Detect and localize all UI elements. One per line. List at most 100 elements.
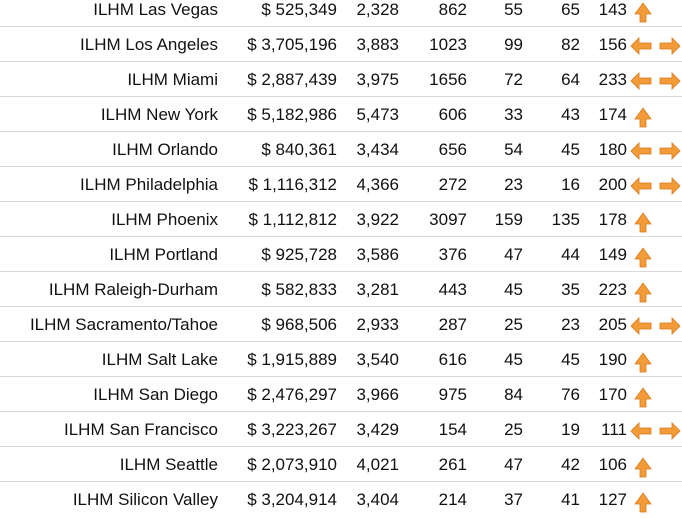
revenue-cell: $ 525,349 (261, 0, 337, 19)
metric-3-cell: 47 (504, 245, 523, 264)
metric-4-cell: 65 (561, 0, 580, 19)
market-name-cell: ILHM Las Vegas (93, 0, 218, 19)
metric-1-cell: 2,933 (356, 315, 399, 334)
market-name-cell: ILHM Los Angeles (80, 35, 218, 54)
metric-4-cell: 45 (561, 350, 580, 369)
table-row: ILHM San Francisco $ 3,223,267 3,429 154 25 1… (0, 412, 682, 447)
revenue-cell: $ 968,506 (261, 315, 337, 334)
metric-2-cell: 1656 (429, 70, 467, 89)
metric-4-cell: 45 (561, 140, 580, 159)
market-name-cell: ILHM Raleigh-Durham (48, 280, 218, 299)
table-row: ILHM Phoenix $ 1,112,812 3,922 3097 159 135 17… (0, 202, 682, 237)
metric-2-cell: 287 (438, 315, 467, 334)
metric-2-cell: 1023 (429, 35, 467, 54)
arrow-up-icon (629, 377, 682, 412)
metric-1-cell: 3,883 (356, 35, 399, 54)
metric-4-cell: 64 (561, 70, 580, 89)
arrow-left-right-icon (629, 62, 682, 97)
metric-2-cell: 656 (438, 140, 467, 159)
table-row: ILHM New York $ 5,182,986 5,473 606 33 43 174 (0, 97, 682, 132)
revenue-cell: $ 582,833 (261, 280, 337, 299)
metric-4-cell: 44 (561, 245, 580, 264)
revenue-cell: $ 2,073,910 (247, 455, 337, 474)
arrow-left-right-icon (629, 167, 682, 202)
metric-2-cell: 3097 (429, 210, 467, 229)
arrow-up-icon (629, 447, 682, 482)
metric-4-cell: 82 (561, 35, 580, 54)
metric-3-cell: 25 (504, 315, 523, 334)
metric-4-cell: 41 (561, 490, 580, 509)
market-name-cell: ILHM New York (100, 105, 218, 124)
market-name-cell: ILHM Silicon Valley (72, 490, 218, 509)
metric-1-cell: 3,966 (356, 385, 399, 404)
metric-2-cell: 443 (438, 280, 467, 299)
metric-1-cell: 2,328 (356, 0, 399, 19)
market-name-cell: ILHM Salt Lake (101, 350, 218, 369)
arrow-up-icon (629, 342, 682, 377)
metric-5-cell: 156 (598, 35, 627, 54)
arrow-up-icon (629, 202, 682, 237)
metric-4-cell: 23 (561, 315, 580, 334)
metric-5-cell: 233 (598, 70, 627, 89)
metric-3-cell: 45 (504, 350, 523, 369)
metric-1-cell: 3,975 (356, 70, 399, 89)
metric-3-cell: 33 (504, 105, 523, 124)
market-name-cell: ILHM San Diego (93, 385, 218, 404)
metric-1-cell: 4,366 (356, 175, 399, 194)
metric-3-cell: 72 (504, 70, 523, 89)
metric-5-cell: 143 (598, 0, 627, 19)
metric-1-cell: 3,540 (356, 350, 399, 369)
arrow-left-right-icon (629, 132, 682, 167)
metric-4-cell: 135 (551, 210, 580, 229)
metric-2-cell: 606 (438, 105, 467, 124)
metric-4-cell: 43 (561, 105, 580, 124)
metric-1-cell: 3,429 (356, 420, 399, 439)
metric-3-cell: 37 (504, 490, 523, 509)
metric-4-cell: 16 (561, 175, 580, 194)
market-name-cell: ILHM Phoenix (111, 210, 218, 229)
metric-3-cell: 99 (504, 35, 523, 54)
metric-1-cell: 3,434 (356, 140, 399, 159)
table-row: ILHM Seattle $ 2,073,910 4,021 261 47 42 106 (0, 447, 682, 482)
arrow-left-right-icon (629, 307, 682, 342)
market-name-cell: ILHM San Francisco (64, 420, 218, 439)
metric-1-cell: 3,922 (356, 210, 399, 229)
arrow-up-icon (629, 482, 682, 517)
metric-4-cell: 42 (561, 455, 580, 474)
market-name-cell: ILHM Seattle (119, 455, 218, 474)
metric-2-cell: 261 (438, 455, 467, 474)
metric-4-cell: 19 (561, 420, 580, 439)
metric-5-cell: 106 (598, 455, 627, 474)
revenue-cell: $ 840,361 (261, 140, 337, 159)
arrow-left-right-icon (629, 412, 682, 447)
table-row: ILHM Raleigh-Durham $ 582,833 3,281 443 45 35… (0, 272, 682, 307)
metric-1-cell: 4,021 (356, 455, 399, 474)
revenue-cell: $ 3,223,267 (247, 420, 337, 439)
metric-4-cell: 35 (561, 280, 580, 299)
market-name-cell: ILHM Orlando (112, 140, 218, 159)
metric-3-cell: 47 (504, 455, 523, 474)
table-row: ILHM Portland $ 925,728 3,586 376 47 44 149 (0, 237, 682, 272)
arrow-up-icon (629, 237, 682, 272)
metric-3-cell: 55 (504, 0, 523, 19)
revenue-cell: $ 1,112,812 (248, 210, 337, 229)
metric-4-cell: 76 (561, 385, 580, 404)
market-name-cell: ILHM Philadelphia (80, 175, 218, 194)
metric-1-cell: 3,404 (356, 490, 399, 509)
metric-5-cell: 205 (598, 315, 627, 334)
revenue-cell: $ 1,915,889 (247, 350, 337, 369)
metric-5-cell: 174 (598, 105, 627, 124)
metric-2-cell: 214 (438, 490, 467, 509)
metric-5-cell: 200 (598, 175, 627, 194)
table-row: ILHM Salt Lake $ 1,915,889 3,540 616 45 45 190 (0, 342, 682, 377)
arrow-up-icon (629, 272, 682, 307)
metric-2-cell: 862 (438, 0, 467, 19)
metric-5-cell: 149 (598, 245, 627, 264)
table-row: ILHM Miami $ 2,887,439 3,975 1656 72 64 233 (0, 62, 682, 97)
metric-5-cell: 170 (598, 385, 627, 404)
metric-5-cell: 180 (598, 140, 627, 159)
revenue-cell: $ 925,728 (261, 245, 337, 264)
arrow-up-icon (629, 0, 682, 27)
metric-3-cell: 84 (504, 385, 523, 404)
metric-5-cell: 223 (598, 280, 627, 299)
